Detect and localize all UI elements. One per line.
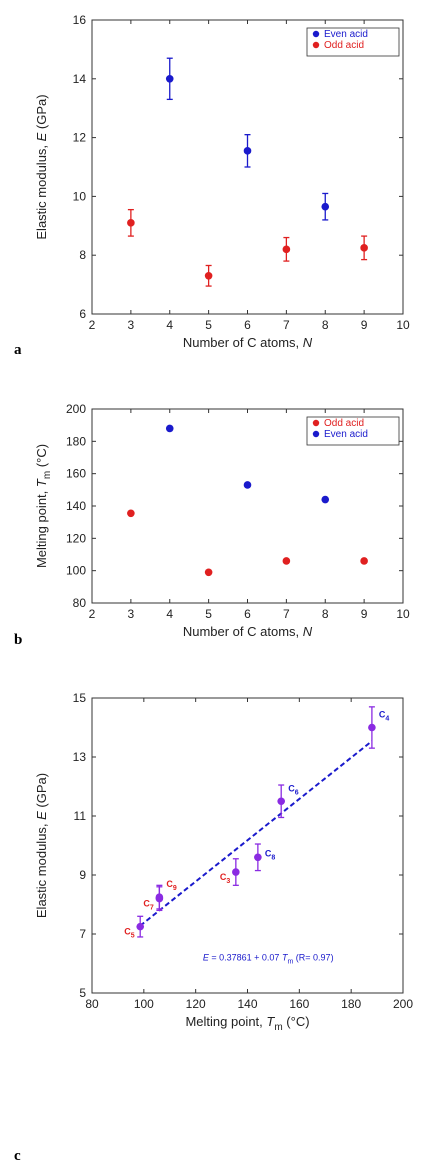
- data-point: [321, 202, 330, 211]
- data-point: [243, 147, 252, 155]
- y-tick-label: 7: [79, 927, 86, 941]
- y-tick-label: 14: [73, 72, 87, 86]
- data-point: [321, 495, 330, 504]
- x-tick-label: 7: [283, 607, 290, 621]
- x-tick-label: 100: [134, 997, 154, 1011]
- x-tick-label: 5: [205, 607, 212, 621]
- data-point: [136, 922, 145, 931]
- data-point: [204, 271, 213, 280]
- y-tick-label: 160: [66, 467, 86, 481]
- panel-letter: a: [14, 342, 22, 358]
- legend-marker: [312, 430, 320, 438]
- x-tick-label: 140: [237, 997, 257, 1011]
- data-point: [368, 723, 376, 732]
- x-tick-label: 120: [186, 997, 206, 1011]
- x-tick-label: 200: [393, 997, 413, 1011]
- legend-marker: [312, 41, 320, 49]
- chart-panel-a: 2 3 4 5 6 7 8 9 10 6 8 10 12 14 16 Number of C atoms, N…: [14, 13, 410, 358]
- data-point: [155, 893, 164, 901]
- legend-entry: Even acid: [324, 429, 368, 440]
- legend-box: [306, 27, 400, 57]
- x-tick-label: 4: [166, 607, 173, 621]
- x-axis-label: Number of C atoms, N: [183, 335, 313, 350]
- x-axis-label: Melting point, Tm (°C): [185, 1014, 309, 1033]
- point-label: C4: [379, 710, 390, 723]
- data-point: [232, 868, 240, 876]
- y-tick-label: 8: [79, 248, 86, 262]
- x-tick-label: 3: [128, 318, 135, 332]
- chart-panel-b: 2 3 4 5 6 7 8 9 10 80 100 120 140 160 180 200 Number of …: [14, 402, 410, 648]
- x-tick-label: 180: [341, 997, 361, 1011]
- data-point: [277, 797, 285, 806]
- data-point: [243, 481, 252, 489]
- legend-marker: [312, 419, 320, 427]
- y-axis-label: Elastic modulus, E (GPa): [34, 773, 49, 918]
- point-label: C6: [288, 783, 299, 796]
- x-tick-label: 9: [361, 318, 368, 332]
- y-tick-label: 9: [79, 868, 86, 882]
- data-point: [204, 568, 213, 577]
- plot-frame: [91, 697, 404, 994]
- y-tick-label: 15: [73, 691, 87, 705]
- chart-panel-c: 80 100 120 140 160 180 200 5 7 9 11 13 15 Melting poi…: [14, 691, 413, 1164]
- data-point: [165, 75, 174, 83]
- point-label: C7: [143, 899, 154, 912]
- legend-marker: [312, 30, 320, 38]
- y-tick-label: 120: [66, 531, 86, 545]
- x-tick-label: 80: [85, 997, 99, 1011]
- data-point: [127, 509, 135, 518]
- x-tick-label: 2: [89, 607, 96, 621]
- fit-equation: E = 0.37861 + 0.07 Tm (R= 0.97): [203, 953, 334, 966]
- x-tick-label: 160: [289, 997, 309, 1011]
- point-label: C8: [265, 848, 276, 861]
- panel-letter: b: [14, 632, 22, 648]
- x-tick-label: 8: [322, 318, 329, 332]
- x-tick-label: 6: [244, 318, 251, 332]
- y-tick-label: 200: [66, 402, 86, 416]
- y-tick-label: 5: [79, 986, 86, 1000]
- x-tick-label: 7: [283, 318, 290, 332]
- y-tick-label: 13: [73, 750, 87, 764]
- x-tick-label: 6: [244, 607, 251, 621]
- data-point: [360, 557, 368, 565]
- y-tick-label: 100: [66, 564, 86, 578]
- legend-entry: Odd acid: [324, 418, 364, 429]
- x-tick-label: 4: [166, 318, 173, 332]
- point-label: C3: [220, 872, 231, 885]
- data-point: [127, 219, 135, 227]
- y-tick-label: 16: [73, 13, 87, 27]
- legend-entry: Even acid: [324, 29, 368, 40]
- y-tick-label: 180: [66, 434, 86, 448]
- panel-letter: c: [14, 1148, 21, 1164]
- y-axis-label: Melting point, Tm (°C): [34, 444, 53, 568]
- y-tick-label: 12: [73, 131, 87, 145]
- data-point: [360, 244, 368, 252]
- data-point: [165, 424, 174, 433]
- y-tick-label: 11: [74, 809, 87, 823]
- fit-line: [139, 740, 373, 927]
- point-label: C5: [124, 927, 135, 940]
- point-label: C9: [166, 879, 177, 892]
- data-point: [282, 557, 291, 565]
- x-tick-label: 8: [322, 607, 329, 621]
- y-tick-label: 6: [79, 307, 86, 321]
- y-tick-label: 80: [73, 596, 87, 610]
- legend-entry: Odd acid: [324, 40, 364, 51]
- y-tick-label: 140: [66, 499, 86, 513]
- x-tick-label: 2: [89, 318, 96, 332]
- y-axis-label: Elastic modulus, E (GPa): [34, 94, 49, 239]
- x-tick-label: 3: [128, 607, 135, 621]
- legend-box: [306, 416, 400, 446]
- y-tick-label: 10: [73, 189, 87, 203]
- data-point: [254, 853, 262, 862]
- x-tick-label: 10: [396, 318, 410, 332]
- x-tick-label: 9: [361, 607, 368, 621]
- x-axis-label: Number of C atoms, N: [183, 624, 313, 639]
- data-point: [282, 245, 291, 254]
- x-tick-label: 10: [396, 607, 410, 621]
- x-tick-label: 5: [205, 318, 212, 332]
